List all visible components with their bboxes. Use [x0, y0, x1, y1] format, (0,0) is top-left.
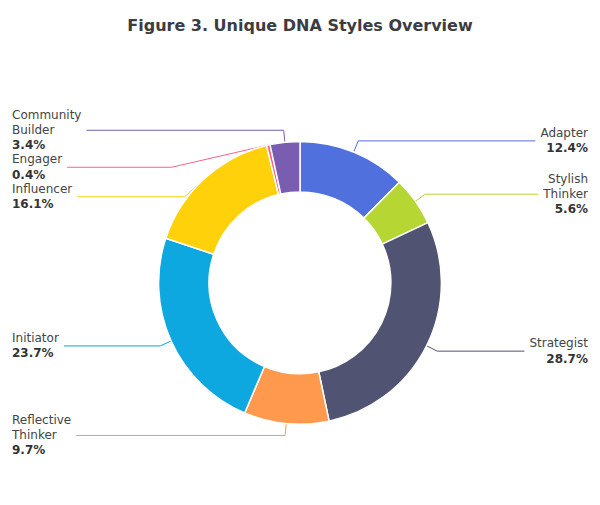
svg-text:Community: Community	[12, 108, 81, 122]
svg-text:Initiator: Initiator	[12, 331, 59, 345]
svg-text:9.7%: 9.7%	[12, 443, 45, 457]
svg-text:Engager: Engager	[12, 152, 62, 166]
svg-text:12.4%: 12.4%	[546, 141, 588, 155]
svg-text:Thinker: Thinker	[11, 428, 57, 442]
svg-text:Stylish: Stylish	[548, 172, 588, 186]
svg-text:23.7%: 23.7%	[12, 346, 54, 360]
svg-text:28.7%: 28.7%	[546, 352, 588, 366]
svg-text:Figure 3. Unique DNA Styles Ov: Figure 3. Unique DNA Styles Overview	[127, 16, 473, 35]
svg-text:Reflective: Reflective	[12, 413, 71, 427]
svg-text:16.1%: 16.1%	[12, 197, 54, 211]
svg-text:0.4%: 0.4%	[12, 168, 45, 182]
svg-text:Influencer: Influencer	[12, 182, 72, 196]
svg-text:Thinker: Thinker	[542, 187, 588, 201]
svg-text:3.4%: 3.4%	[12, 138, 45, 152]
svg-text:Strategist: Strategist	[529, 336, 588, 350]
svg-text:5.6%: 5.6%	[555, 202, 588, 216]
svg-text:Builder: Builder	[12, 123, 55, 137]
svg-text:Adapter: Adapter	[540, 126, 588, 140]
